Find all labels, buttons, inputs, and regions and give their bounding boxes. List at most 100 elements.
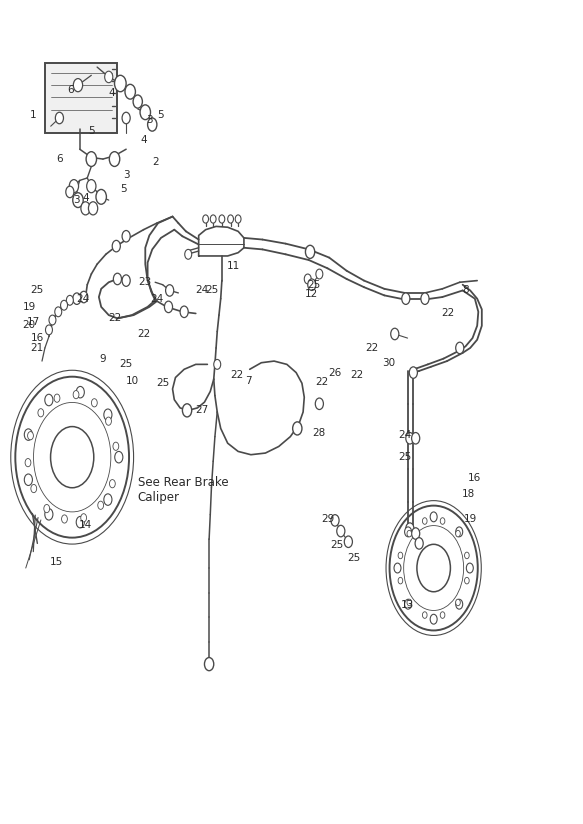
Circle shape (76, 517, 85, 528)
Circle shape (421, 293, 429, 304)
Circle shape (55, 307, 62, 316)
Circle shape (69, 180, 79, 193)
Circle shape (210, 215, 216, 223)
Text: 28: 28 (312, 428, 326, 438)
Circle shape (106, 417, 111, 425)
Text: 11: 11 (227, 261, 240, 271)
Circle shape (112, 241, 120, 252)
Circle shape (104, 494, 112, 505)
Text: 20: 20 (23, 320, 36, 330)
Text: 3: 3 (73, 195, 80, 205)
Circle shape (406, 433, 414, 444)
Text: 24: 24 (195, 285, 208, 296)
Circle shape (235, 215, 241, 223)
Circle shape (31, 485, 37, 493)
Circle shape (440, 611, 445, 618)
Text: 18: 18 (462, 489, 475, 499)
Circle shape (122, 275, 130, 287)
Text: 22: 22 (441, 308, 455, 318)
Text: 5: 5 (120, 184, 127, 194)
Text: 25: 25 (205, 285, 218, 296)
Circle shape (98, 501, 104, 509)
Circle shape (86, 152, 97, 166)
Text: 16: 16 (31, 333, 44, 343)
Circle shape (440, 517, 445, 524)
Text: 3: 3 (123, 170, 129, 180)
Circle shape (166, 285, 174, 296)
Circle shape (81, 513, 86, 522)
Circle shape (219, 215, 225, 223)
Text: 22: 22 (230, 370, 243, 380)
Circle shape (465, 552, 469, 559)
Circle shape (110, 480, 115, 488)
Circle shape (55, 112, 64, 124)
Circle shape (456, 599, 461, 606)
Circle shape (185, 250, 192, 260)
Circle shape (73, 293, 81, 304)
Circle shape (456, 531, 461, 537)
Circle shape (456, 599, 463, 609)
Circle shape (180, 306, 188, 317)
Circle shape (465, 578, 469, 584)
Circle shape (466, 563, 473, 573)
Circle shape (45, 394, 53, 405)
Circle shape (27, 432, 33, 440)
Circle shape (113, 274, 121, 285)
Circle shape (122, 112, 130, 124)
Text: See Rear Brake
Caliper: See Rear Brake Caliper (138, 476, 229, 504)
Circle shape (54, 394, 60, 402)
Circle shape (24, 474, 33, 485)
Text: 24: 24 (76, 293, 89, 304)
Text: 9: 9 (100, 354, 106, 364)
Text: 24: 24 (150, 293, 163, 304)
Text: 3: 3 (146, 115, 153, 125)
Text: 21: 21 (31, 343, 44, 353)
Circle shape (337, 526, 345, 536)
Text: 22: 22 (365, 343, 378, 353)
Circle shape (345, 536, 352, 547)
Text: 23: 23 (139, 277, 152, 288)
Circle shape (61, 300, 68, 310)
Circle shape (125, 84, 135, 99)
Circle shape (304, 274, 311, 284)
Circle shape (205, 658, 214, 671)
Circle shape (405, 527, 412, 536)
Circle shape (430, 512, 437, 522)
Text: 29: 29 (321, 513, 334, 524)
Circle shape (430, 614, 437, 624)
Circle shape (423, 517, 427, 524)
Circle shape (66, 186, 74, 198)
Text: 26: 26 (328, 368, 342, 377)
Text: 25: 25 (156, 378, 169, 388)
Circle shape (415, 537, 423, 549)
Circle shape (89, 202, 98, 215)
Text: 19: 19 (463, 513, 477, 524)
Text: 19: 19 (23, 302, 36, 311)
Text: 25: 25 (307, 279, 320, 290)
Circle shape (73, 78, 83, 91)
Text: 25: 25 (398, 452, 411, 462)
Circle shape (394, 563, 401, 573)
Circle shape (406, 523, 414, 534)
Circle shape (109, 152, 120, 166)
Text: 17: 17 (27, 317, 40, 327)
Text: 8: 8 (462, 285, 469, 296)
Text: 13: 13 (401, 600, 414, 610)
Circle shape (66, 295, 73, 305)
Circle shape (456, 342, 464, 353)
Circle shape (45, 325, 52, 335)
Circle shape (412, 528, 420, 539)
Text: 25: 25 (31, 285, 44, 296)
Circle shape (133, 95, 142, 108)
Circle shape (49, 315, 56, 325)
Circle shape (44, 504, 50, 513)
Circle shape (398, 578, 403, 584)
Circle shape (308, 279, 316, 290)
Text: 25: 25 (347, 553, 361, 563)
Circle shape (25, 458, 31, 466)
Circle shape (214, 359, 221, 369)
Circle shape (293, 422, 302, 435)
Circle shape (38, 409, 44, 417)
Circle shape (76, 386, 85, 398)
Text: 22: 22 (350, 370, 363, 380)
